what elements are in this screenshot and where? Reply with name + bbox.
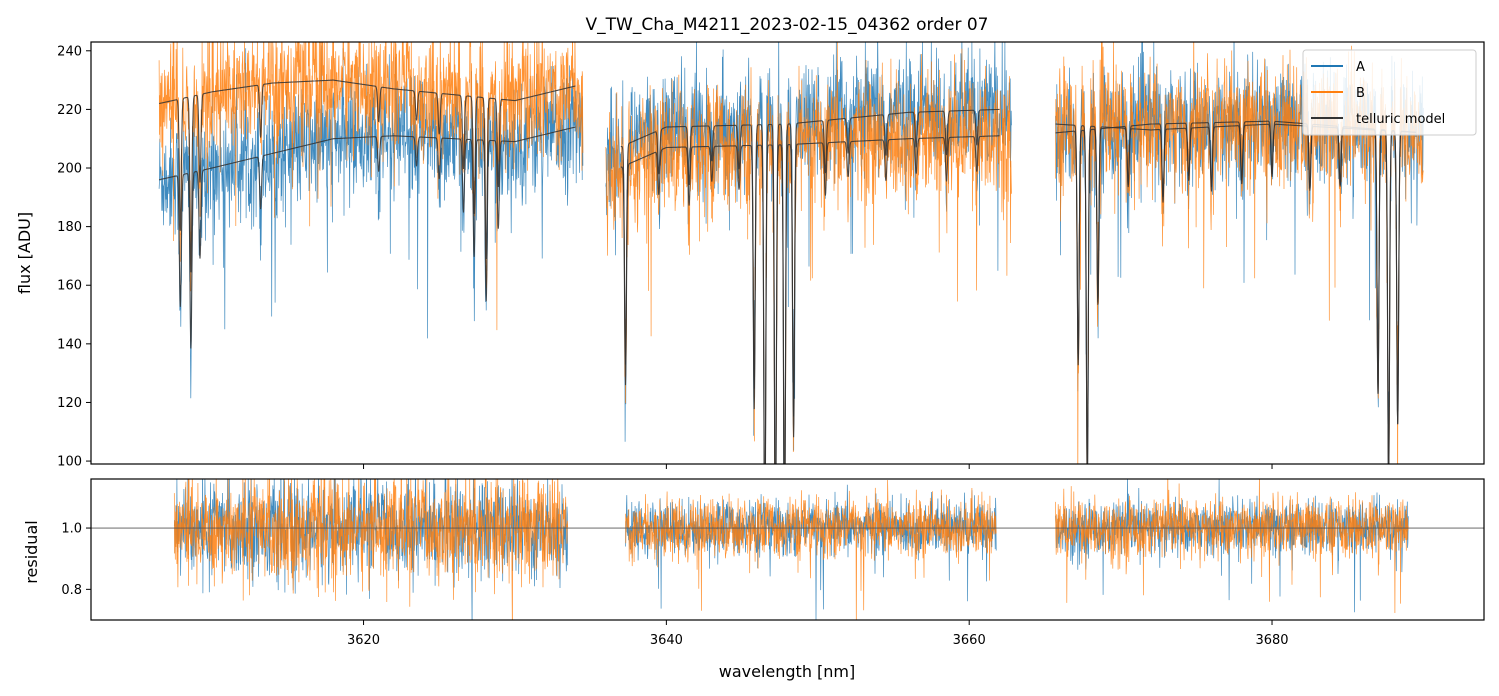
residual-panel-frame [90, 478, 1485, 621]
x-tick-label-3660: 3660 [953, 633, 986, 648]
residual-series-b-segment-0 [173, 479, 569, 620]
residual-x-ticks: 3620 3640 3660 3680 [347, 620, 1289, 648]
legend-label-a: A [1356, 60, 1365, 75]
flux-panel: 100 120 140 160 180 200 220 240 flux [ADU] A B … [15, 41, 1485, 470]
series-telluric-model-1-segment-2 [1055, 123, 1416, 464]
x-tick-label-3680: 3680 [1255, 633, 1288, 648]
flux-y-tick-label-240: 240 [57, 44, 82, 59]
flux-x-ticks [363, 464, 1273, 469]
residual-y-axis-label: residual [22, 520, 41, 583]
flux-y-tick-label-200: 200 [57, 162, 82, 177]
x-tick-label-3620: 3620 [347, 633, 380, 648]
legend-label-telluric: telluric model [1356, 112, 1445, 127]
legend: A B telluric model [1302, 49, 1477, 136]
flux-panel-frame [90, 41, 1485, 465]
legend-label-b: B [1356, 86, 1365, 101]
flux-y-tick-label-140: 140 [57, 337, 82, 352]
series-a-segment-1 [605, 42, 1012, 464]
series-telluric-model-0-segment-2 [1055, 120, 1417, 464]
flux-y-ticks: 100 120 140 160 180 200 220 240 [57, 44, 91, 470]
series-telluric-model-0-segment-0 [159, 126, 576, 349]
chart-title: V_TW_Cha_M4211_2023-02-15_04362 order 07 [586, 15, 989, 35]
series-telluric-model-1-segment-1 [620, 135, 1000, 464]
flux-y-tick-label-120: 120 [57, 396, 82, 411]
flux-y-tick-label-180: 180 [57, 220, 82, 235]
flux-y-tick-label-160: 160 [57, 279, 82, 294]
residual-y-tick-label-0: 0.8 [61, 583, 82, 598]
residual-panel: 0.8 1.0 3620 3640 3660 3680 residual wavelen… [22, 478, 1485, 681]
legend-box [1302, 49, 1477, 136]
series-b-segment-0 [158, 42, 584, 331]
residual-y-tick-label-1: 1.0 [61, 522, 82, 537]
residual-series-group [91, 479, 1484, 620]
series-telluric-model-1-segment-0 [159, 79, 576, 273]
series-b-segment-2 [1055, 42, 1424, 464]
residual-y-ticks: 0.8 1.0 [61, 522, 91, 598]
flux-y-axis-label: flux [ADU] [15, 212, 34, 294]
residual-series-b-segment-1 [625, 479, 997, 620]
x-axis-label: wavelength [nm] [719, 662, 856, 681]
series-telluric-model-0-segment-1 [620, 108, 1000, 464]
flux-y-tick-label-220: 220 [57, 103, 82, 118]
x-tick-label-3640: 3640 [650, 633, 683, 648]
series-b-segment-1 [605, 42, 1012, 464]
flux-y-tick-label-100: 100 [57, 455, 82, 470]
residual-series-b-segment-2 [1055, 479, 1409, 614]
